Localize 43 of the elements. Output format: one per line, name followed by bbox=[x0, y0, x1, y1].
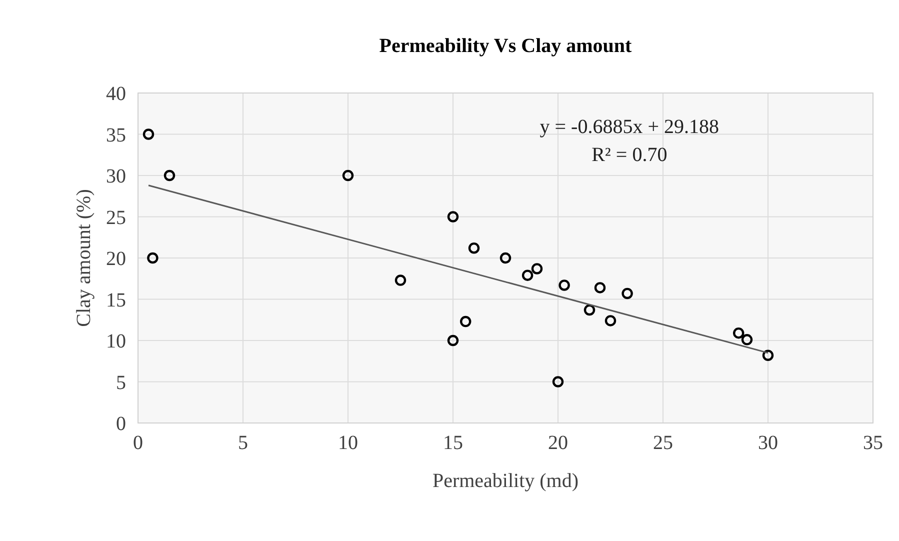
point bbox=[594, 282, 606, 294]
x-tick-label: 35 bbox=[863, 432, 883, 454]
annotation: R² = 0.70 bbox=[592, 144, 668, 166]
y-tick-label: 30 bbox=[106, 166, 126, 188]
point bbox=[531, 263, 543, 274]
point bbox=[147, 252, 158, 264]
chart-title: Permeability Vs Clay amount bbox=[379, 35, 632, 57]
x-tick-label: 25 bbox=[653, 432, 673, 454]
point bbox=[447, 211, 459, 222]
x-tick-label: 0 bbox=[133, 432, 143, 454]
y-tick-label: 0 bbox=[116, 413, 126, 435]
y-tick-label: 15 bbox=[106, 289, 126, 312]
point bbox=[468, 242, 480, 254]
y-tick-label: 20 bbox=[106, 248, 126, 270]
y-tick-label: 10 bbox=[106, 330, 126, 352]
point bbox=[522, 270, 534, 281]
y-tick-label: 35 bbox=[106, 124, 126, 146]
x-tick-label: 10 bbox=[338, 432, 358, 454]
point bbox=[394, 274, 406, 286]
point bbox=[500, 252, 512, 264]
y-tick-label: 25 bbox=[106, 206, 126, 229]
point bbox=[741, 334, 753, 346]
point bbox=[622, 288, 633, 300]
point bbox=[762, 350, 774, 361]
point bbox=[604, 315, 616, 326]
x-tick-label: 30 bbox=[758, 432, 778, 454]
point bbox=[460, 316, 472, 328]
annotation: y = -0.6885x + 29.188 bbox=[540, 116, 720, 138]
point bbox=[732, 327, 744, 339]
point bbox=[552, 376, 564, 388]
x-tick-label: 20 bbox=[548, 432, 568, 454]
x-tick-label: 5 bbox=[238, 432, 248, 454]
point bbox=[447, 334, 459, 346]
y-tick-label: 40 bbox=[106, 83, 126, 105]
x-axis-title: Permeability (md) bbox=[432, 470, 579, 492]
y-axis-title: Clay amount (%) bbox=[73, 189, 95, 327]
point bbox=[558, 280, 570, 291]
x-tick-label: 15 bbox=[443, 432, 463, 454]
point bbox=[142, 128, 154, 140]
point bbox=[584, 304, 596, 316]
point bbox=[342, 170, 354, 182]
y-tick-label: 5 bbox=[116, 372, 126, 394]
point bbox=[164, 170, 176, 182]
